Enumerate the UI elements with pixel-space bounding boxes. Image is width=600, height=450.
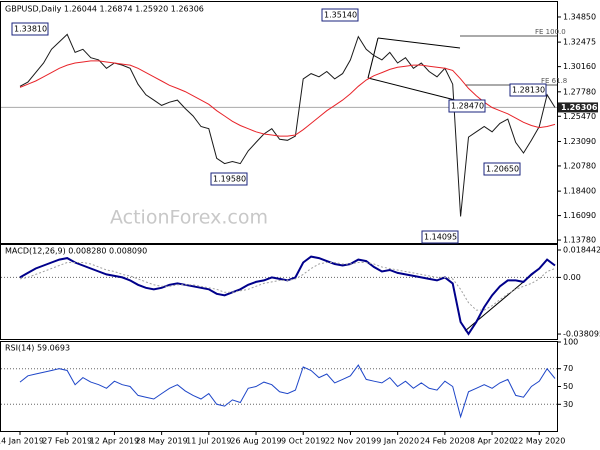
y-tick-label: 1.27780 <box>563 87 596 96</box>
annotation-box <box>421 230 459 244</box>
annotation-box <box>448 99 486 113</box>
y-tick-label: 1.13780 <box>563 236 596 245</box>
annotation: 1.28130 <box>512 86 545 95</box>
annotation: 1.33810 <box>14 25 47 34</box>
series-line <box>19 364 556 419</box>
y-tick-label: 0.00 <box>563 273 581 282</box>
y-tick-label: 70 <box>563 364 573 373</box>
last-price-label: 1.26306 <box>561 103 598 112</box>
series-line <box>19 33 556 217</box>
price-title: GBPUSD,Daily 1.26044 1.26874 1.25920 1.2… <box>5 5 204 14</box>
y-tick-label: 0.018442 <box>563 245 600 254</box>
y-tick-label: 1.30160 <box>563 62 596 71</box>
x-tick-label: 26 Aug 2019 <box>230 437 281 446</box>
annotation: 1.35140 <box>324 11 357 20</box>
macd-title: MACD(12,26,9) 0.008280 0.008090 <box>5 247 147 256</box>
annotation-box <box>321 8 359 22</box>
annotation: 1.14095 <box>424 233 457 242</box>
channel-line <box>367 37 379 79</box>
annotation: 1.19580 <box>213 175 246 184</box>
x-tick-label: 9 Oct 2019 <box>281 437 325 446</box>
x-tick-label: 12 Apr 2019 <box>90 437 139 446</box>
channel-line <box>367 77 456 101</box>
y-tick-label: 1.20780 <box>563 161 596 170</box>
price-frame <box>0 1 558 244</box>
y-tick-label: 1.34850 <box>563 12 596 21</box>
y-tick-label: 1.23090 <box>563 137 596 146</box>
y-tick-label: 1.16090 <box>563 211 596 220</box>
channel-line <box>377 37 461 49</box>
x-tick-label: 9 Jan 2020 <box>376 437 419 446</box>
y-tick-label: 30 <box>563 400 573 409</box>
annotation: 1.20650 <box>486 165 519 174</box>
x-tick-label: 24 Feb 2020 <box>420 437 470 446</box>
annotation: FE 100.0 <box>535 28 566 36</box>
annotation-box <box>210 172 248 186</box>
last-price-box <box>558 102 598 113</box>
watermark: ActionForex.com <box>110 207 268 229</box>
y-tick-label: -0.038095 <box>563 330 600 339</box>
x-tick-label: 11 Jul 2019 <box>186 437 231 446</box>
annotation-box <box>483 162 521 176</box>
x-tick-label: 27 Feb 2019 <box>42 437 92 446</box>
x-tick-label: 22 May 2020 <box>513 437 565 446</box>
y-tick-label: 1.25470 <box>563 112 596 121</box>
annotation-box <box>11 22 49 36</box>
x-tick-label: 28 May 2019 <box>136 437 188 446</box>
x-tick-label: 14 Jan 2019 <box>0 437 44 446</box>
rsi-title: RSI(14) 59.0693 <box>5 344 70 353</box>
y-tick-label: 1.32475 <box>563 38 596 47</box>
series-line <box>19 262 556 311</box>
annotation-box <box>509 83 547 97</box>
x-tick-label: 22 Nov 2019 <box>325 437 376 446</box>
x-tick-label: 8 Apr 2020 <box>470 437 514 446</box>
macd-frame <box>0 244 558 340</box>
series-line <box>19 60 556 137</box>
annotation: FE 61.8 <box>541 77 567 85</box>
y-tick-label: 100 <box>563 338 578 347</box>
rsi-frame <box>0 341 558 432</box>
y-tick-label: 1.18400 <box>563 187 596 196</box>
y-tick-label: 50 <box>563 382 573 391</box>
annotation: 1.28470 <box>451 102 484 111</box>
